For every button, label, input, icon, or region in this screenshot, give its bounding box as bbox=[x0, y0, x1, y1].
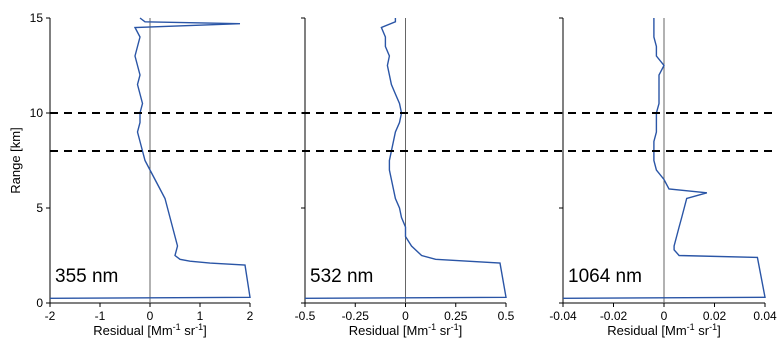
x-axis-label: Residual [Mm-1 sr-1] bbox=[93, 322, 207, 338]
x-tick-label: -1 bbox=[95, 309, 106, 323]
panel-2: -0.04 -0.02 0 0.02 0.04 Residual [Mm-1 sr-1] 1… bbox=[549, 17, 777, 338]
x-tick-label: -0.25 bbox=[342, 309, 370, 323]
panel-wavelength-label: 532 nm bbox=[310, 266, 373, 287]
x-tick-label: 0.04 bbox=[753, 309, 777, 323]
panel-wavelength-label: 355 nm bbox=[55, 266, 118, 287]
panel-wavelength-label: 1064 nm bbox=[568, 266, 642, 287]
panel-1: -0.5 -0.25 0 0.25 0.5 Residual [Mm-1 sr-1] 532… bbox=[295, 17, 515, 338]
x-tick-label: -2 bbox=[45, 309, 56, 323]
series-line-0 bbox=[562, 18, 766, 299]
y-axis-label: Range [km] bbox=[8, 127, 23, 193]
x-tick-label: 0 bbox=[402, 309, 409, 323]
x-tick-label: -0.04 bbox=[549, 309, 577, 323]
x-tick-label: -0.5 bbox=[295, 309, 316, 323]
x-tick-label: -0.02 bbox=[600, 309, 628, 323]
x-axis-label: Residual [Mm-1 sr-1] bbox=[607, 322, 721, 338]
panel-0: -2 -1 0 1 2 0 5 10 15 Residual [Mm-1 sr-1] Range [… bbox=[8, 11, 254, 338]
x-tick-label: 0 bbox=[661, 309, 668, 323]
x-tick-label: 0.25 bbox=[444, 309, 468, 323]
series-line-0 bbox=[49, 17, 251, 299]
x-tick-label: 1 bbox=[197, 309, 204, 323]
y-tick-label: 0 bbox=[36, 296, 43, 310]
y-tick-label: 10 bbox=[30, 106, 44, 120]
x-tick-label: 0 bbox=[147, 309, 154, 323]
x-tick-label: 0.02 bbox=[703, 309, 727, 323]
y-tick-label: 5 bbox=[36, 201, 43, 215]
x-axis-label: Residual [Mm-1 sr-1] bbox=[349, 322, 463, 338]
x-tick-label: 2 bbox=[247, 309, 254, 323]
y-tick-label: 15 bbox=[30, 11, 44, 25]
x-tick-label: 0.5 bbox=[498, 309, 515, 323]
